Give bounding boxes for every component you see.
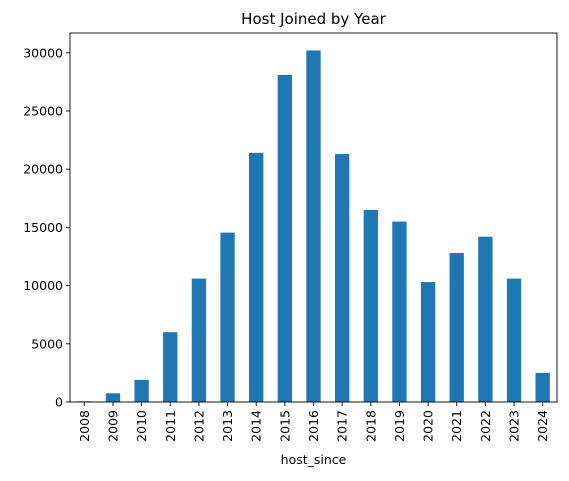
- bar-2009: [105, 393, 121, 402]
- bar-2013: [220, 232, 235, 402]
- y-tick-label: 15000: [23, 220, 63, 235]
- x-tick-label: 2023: [507, 410, 522, 442]
- bar-2012: [191, 278, 207, 402]
- bar-2018: [363, 209, 378, 402]
- y-tick-label: 5000: [31, 336, 63, 351]
- y-tick-label: 20000: [23, 162, 63, 177]
- x-tick-label: 2013: [220, 410, 235, 442]
- chart-title: Host Joined by Year: [241, 10, 386, 28]
- x-tick-label: 2011: [163, 410, 178, 442]
- x-tick-label: 2010: [134, 410, 149, 442]
- x-tick-label: 2017: [335, 410, 350, 442]
- x-tick-label: 2009: [105, 410, 120, 442]
- bar-2024: [535, 372, 550, 402]
- x-tick-label: 2020: [421, 410, 436, 442]
- y-axis: 0 5000 10000 15000 20000 25000 30000: [23, 45, 70, 410]
- bar-2015: [277, 74, 293, 402]
- bar-2023: [506, 278, 522, 402]
- y-tick-label: 10000: [23, 278, 63, 293]
- x-tick-label: 2022: [478, 410, 493, 442]
- bar-2011: [163, 332, 178, 402]
- bars-group: [77, 50, 550, 402]
- x-axis: 2008 2009 2010 2011 2012 2013 2014 2015 2016 2017…: [77, 402, 550, 442]
- y-tick-label: 30000: [23, 45, 63, 60]
- x-tick-label: 2015: [277, 410, 292, 442]
- x-axis-label: host_since: [281, 452, 347, 467]
- bar-2010: [134, 379, 149, 402]
- bar-2022: [478, 236, 493, 402]
- x-tick-label: 2021: [449, 410, 464, 442]
- bar-2020: [420, 282, 436, 402]
- x-tick-label: 2024: [535, 410, 550, 442]
- bar-2014: [249, 152, 264, 402]
- bar-2016: [306, 50, 321, 402]
- x-tick-label: 2016: [306, 410, 321, 442]
- y-tick-label: 0: [55, 395, 63, 410]
- bar-2021: [449, 253, 464, 402]
- y-tick-label: 25000: [23, 103, 63, 118]
- plot-frame: [69, 32, 558, 403]
- bar-2019: [392, 221, 407, 402]
- x-tick-label: 2012: [191, 410, 206, 442]
- x-tick-label: 2014: [249, 410, 264, 442]
- x-tick-label: 2008: [77, 410, 92, 442]
- x-tick-label: 2019: [392, 410, 407, 442]
- bar-2017: [334, 154, 350, 402]
- x-tick-label: 2018: [363, 410, 378, 442]
